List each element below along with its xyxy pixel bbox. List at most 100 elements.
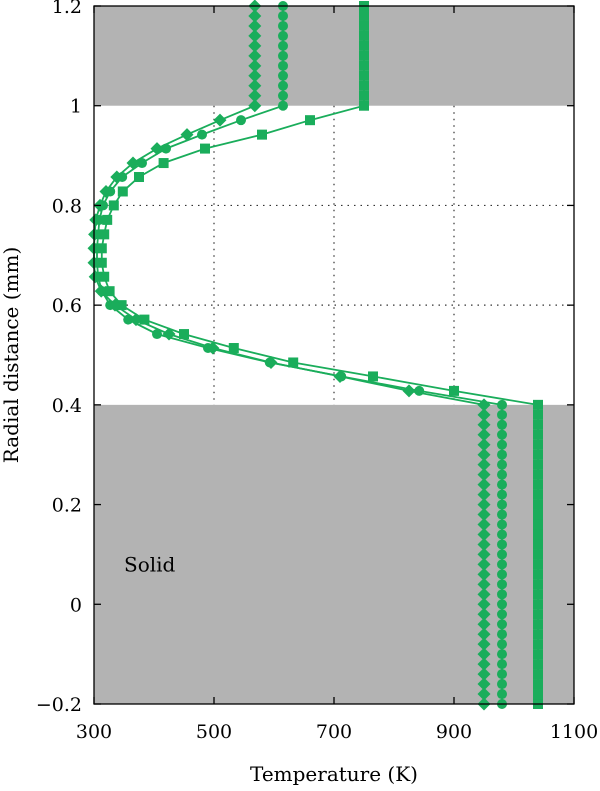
point-circle: [497, 439, 507, 450]
point-square: [533, 609, 543, 620]
point-diamond: [477, 637, 491, 651]
point-diamond: [333, 369, 347, 383]
point-diamond: [477, 597, 491, 611]
point-circle: [497, 459, 507, 470]
point-square: [359, 60, 369, 71]
point-circle: [497, 519, 507, 530]
point-square: [359, 20, 369, 31]
point-circle: [497, 629, 507, 640]
point-square: [228, 343, 239, 354]
point-circle: [497, 639, 507, 650]
point-diamond: [477, 508, 491, 522]
point-diamond: [248, 29, 262, 43]
point-square: [102, 214, 113, 225]
point-diamond: [477, 428, 491, 442]
point-circle: [497, 619, 507, 630]
point-square: [533, 569, 543, 580]
point-diamond: [477, 617, 491, 631]
point-square: [533, 559, 543, 570]
point-square: [533, 499, 543, 510]
point-square: [158, 158, 169, 169]
point-circle: [497, 539, 507, 550]
point-square: [533, 579, 543, 590]
point-diamond: [477, 518, 491, 532]
point-square: [134, 172, 144, 183]
point-square: [533, 509, 543, 520]
point-diamond: [477, 667, 491, 681]
point-square: [533, 659, 543, 670]
x-tick-label: 900: [436, 721, 472, 743]
point-square: [359, 90, 369, 101]
point-diamond: [477, 577, 491, 591]
point-diamond: [477, 408, 491, 422]
point-diamond: [180, 128, 194, 142]
point-diamond: [477, 488, 491, 502]
x-axis-title: Temperature (K): [250, 762, 418, 786]
point-circle: [497, 609, 507, 620]
point-square: [533, 449, 543, 460]
point-square: [533, 409, 543, 420]
point-diamond: [477, 627, 491, 641]
y-tick-label: 1.2: [52, 0, 82, 18]
point-square: [359, 80, 369, 91]
point-diamond: [248, 89, 262, 103]
point-circle: [497, 469, 507, 480]
point-diamond: [477, 438, 491, 452]
point-diamond: [248, 39, 262, 53]
point-square: [99, 271, 110, 282]
point-square: [99, 229, 110, 240]
point-circle: [497, 689, 507, 700]
point-diamond: [110, 170, 124, 184]
point-diamond: [126, 156, 140, 170]
y-tick-label: −0.2: [36, 694, 82, 716]
point-circle: [278, 20, 288, 31]
point-diamond: [248, 19, 262, 33]
y-tick-label: 0.2: [52, 495, 82, 517]
point-diamond: [248, 59, 262, 73]
point-circle: [497, 399, 507, 410]
point-diamond: [477, 398, 491, 412]
point-circle: [497, 679, 507, 690]
point-diamond: [213, 113, 227, 127]
point-diamond: [477, 557, 491, 571]
point-square: [533, 679, 543, 690]
point-square: [179, 329, 189, 340]
point-square: [533, 399, 543, 410]
point-square: [533, 459, 543, 470]
point-square: [533, 629, 543, 640]
point-square: [116, 300, 127, 311]
y-tick-label: 0: [70, 594, 82, 616]
x-tick-label: 700: [316, 721, 352, 743]
point-square: [533, 479, 543, 490]
point-diamond: [94, 284, 108, 298]
point-square: [257, 129, 267, 140]
point-circle: [414, 385, 425, 396]
point-diamond: [477, 687, 491, 701]
point-diamond: [477, 607, 491, 621]
point-square: [359, 40, 369, 51]
point-circle: [497, 409, 507, 420]
point-circle: [497, 509, 507, 520]
point-circle: [278, 70, 288, 81]
point-square: [368, 371, 378, 382]
point-circle: [497, 559, 507, 570]
point-circle: [497, 599, 507, 610]
point-diamond: [477, 468, 491, 482]
series-layer: [87, 0, 543, 711]
y-tick-label: 0.6: [52, 295, 82, 317]
point-diamond: [477, 647, 491, 661]
point-circle: [278, 30, 288, 41]
point-square: [359, 100, 369, 111]
point-square: [533, 469, 543, 480]
point-circle: [278, 80, 288, 91]
point-diamond: [477, 418, 491, 432]
point-circle: [497, 429, 507, 440]
y-tick-label: 0.4: [52, 395, 82, 417]
point-circle: [497, 589, 507, 600]
point-diamond: [477, 498, 491, 512]
point-diamond: [477, 478, 491, 492]
point-diamond: [99, 184, 113, 198]
point-circle: [497, 649, 507, 660]
point-diamond: [477, 567, 491, 581]
point-diamond: [108, 298, 122, 312]
